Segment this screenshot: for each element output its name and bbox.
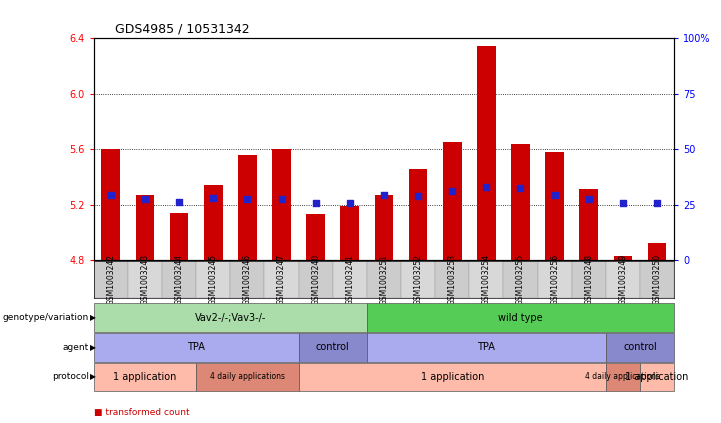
Bar [298,261,332,298]
Bar [647,244,666,260]
Text: GSM1003256: GSM1003256 [550,254,559,305]
Bar [572,261,606,298]
Bar [640,261,674,298]
Bar [204,185,223,260]
Bar [503,261,538,298]
Text: GSM1003243: GSM1003243 [141,254,149,305]
Text: GSM1003248: GSM1003248 [584,254,593,305]
Bar [614,256,632,260]
Point [446,187,458,194]
Bar [409,168,428,260]
Point [651,200,663,206]
Bar [102,149,120,260]
Text: GSM1003255: GSM1003255 [516,254,525,305]
Point [481,183,492,190]
Bar [272,149,291,260]
Bar [606,261,640,298]
Bar [367,261,401,298]
Point [105,192,117,198]
Text: protocol: protocol [52,372,89,382]
Text: TPA: TPA [187,342,205,352]
Text: GSM1003247: GSM1003247 [277,254,286,305]
Text: ▶: ▶ [90,313,96,322]
Text: 1 application: 1 application [625,372,689,382]
Text: GSM1003246: GSM1003246 [243,254,252,305]
Point [378,192,389,198]
Point [242,196,253,203]
Point [344,200,355,206]
Bar [580,190,598,260]
Text: 4 daily applications: 4 daily applications [585,372,660,382]
Text: ▶: ▶ [90,343,96,352]
Point [173,198,185,205]
Bar [332,261,367,298]
Bar [136,195,154,260]
Text: ▶: ▶ [90,372,96,382]
Bar [230,261,265,298]
Point [583,196,595,203]
Bar [435,261,469,298]
Bar [477,47,496,260]
Text: GSM1003244: GSM1003244 [174,254,184,305]
Bar [401,261,435,298]
Text: agent: agent [63,343,89,352]
Bar [511,143,530,260]
Text: control: control [623,342,657,352]
Text: GSM1003249: GSM1003249 [619,254,627,305]
Text: GSM1003245: GSM1003245 [208,254,218,305]
Bar [196,261,230,298]
Text: 1 application: 1 application [420,372,484,382]
Bar [128,261,162,298]
Text: GSM1003254: GSM1003254 [482,254,491,305]
Text: wild type: wild type [498,313,543,323]
Text: GSM1003240: GSM1003240 [311,254,320,305]
Text: GSM1003252: GSM1003252 [414,254,423,305]
Point [549,192,560,198]
Text: GSM1003242: GSM1003242 [106,254,115,305]
Text: GDS4985 / 10531342: GDS4985 / 10531342 [115,23,250,36]
Point [617,200,629,206]
Bar [265,261,298,298]
Bar [545,152,564,260]
Text: control: control [316,342,350,352]
Text: Vav2-/-;Vav3-/-: Vav2-/-;Vav3-/- [195,313,266,323]
Bar [340,206,359,260]
Text: genotype/variation: genotype/variation [2,313,89,322]
Bar [469,261,503,298]
Text: 4 daily applications: 4 daily applications [210,372,285,382]
Bar [238,155,257,260]
Bar [538,261,572,298]
Bar [169,213,188,260]
Bar [374,195,394,260]
Text: GSM1003241: GSM1003241 [345,254,354,305]
Text: ■ transformed count: ■ transformed count [94,408,190,417]
Point [208,194,219,201]
Bar [306,214,325,260]
Point [310,200,322,206]
Point [515,184,526,191]
Text: 1 application: 1 application [113,372,177,382]
Text: GSM1003250: GSM1003250 [653,254,662,305]
Bar [162,261,196,298]
Point [275,196,287,203]
Point [139,196,151,203]
Text: GSM1003253: GSM1003253 [448,254,456,305]
Point [412,193,424,200]
Bar [443,142,461,260]
Text: GSM1003251: GSM1003251 [379,254,389,305]
Text: TPA: TPA [477,342,495,352]
Bar [94,261,128,298]
